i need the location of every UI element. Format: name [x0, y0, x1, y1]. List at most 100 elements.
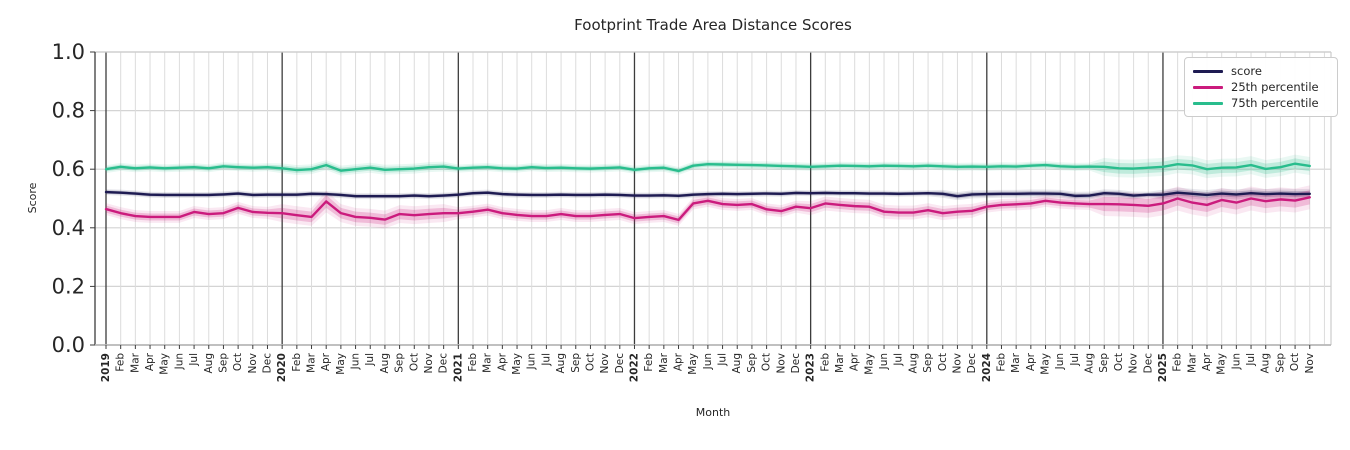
svg-text:Sep: Sep — [746, 353, 758, 373]
svg-text:Feb: Feb — [467, 353, 479, 372]
percentile25-line-swatch-icon — [1193, 85, 1223, 89]
svg-text:Jul: Jul — [188, 353, 200, 367]
svg-text:Nov: Nov — [423, 353, 435, 374]
x-axis-label: Month — [696, 406, 731, 419]
legend: score 25th percentile 75th percentile — [1184, 57, 1338, 117]
legend-item-25th-percentile: 25th percentile — [1193, 79, 1329, 95]
svg-text:Aug: Aug — [555, 353, 567, 374]
svg-text:May: May — [687, 353, 699, 375]
x-gridlines — [105, 52, 1325, 345]
svg-text:Sep: Sep — [1274, 353, 1286, 373]
svg-text:Apr: Apr — [1201, 352, 1213, 371]
svg-text:May: May — [863, 353, 875, 375]
svg-text:Aug: Aug — [907, 353, 919, 374]
svg-text:Feb: Feb — [115, 353, 127, 372]
svg-text:Feb: Feb — [995, 353, 1007, 372]
svg-text:Mar: Mar — [1186, 352, 1198, 372]
chart-title: Footprint Trade Area Distance Scores — [574, 16, 852, 34]
svg-text:Sep: Sep — [1098, 353, 1110, 373]
svg-text:0.6: 0.6 — [52, 157, 85, 181]
legend-item-75th-percentile: 75th percentile — [1193, 95, 1329, 111]
svg-text:Apr: Apr — [144, 352, 156, 371]
percentile75-line-swatch-icon — [1193, 101, 1223, 105]
svg-text:Nov: Nov — [1128, 353, 1140, 374]
svg-text:Oct: Oct — [761, 353, 773, 371]
svg-text:Apr: Apr — [320, 352, 332, 371]
svg-text:May: May — [511, 353, 523, 375]
svg-text:Jul: Jul — [717, 353, 729, 367]
svg-text:Aug: Aug — [379, 353, 391, 374]
svg-text:Mar: Mar — [834, 352, 846, 372]
svg-text:Apr: Apr — [849, 352, 861, 371]
svg-text:Dec: Dec — [966, 353, 978, 374]
svg-text:Feb: Feb — [643, 353, 655, 372]
svg-text:Oct: Oct — [1289, 353, 1301, 371]
series-line-25th-percentile — [104, 196, 1311, 222]
series-line-score — [104, 190, 1311, 198]
svg-text:Sep: Sep — [570, 353, 582, 373]
svg-text:0.2: 0.2 — [52, 274, 85, 298]
svg-text:0.0: 0.0 — [52, 333, 85, 357]
svg-text:Mar: Mar — [1010, 352, 1022, 372]
svg-text:Mar: Mar — [658, 352, 670, 372]
svg-text:1.0: 1.0 — [52, 40, 85, 64]
svg-text:Nov: Nov — [599, 353, 611, 374]
svg-text:Jun: Jun — [526, 353, 538, 370]
legend-label: 75th percentile — [1231, 96, 1319, 110]
svg-text:Dec: Dec — [790, 353, 802, 374]
series-band — [106, 158, 1310, 175]
svg-text:2020: 2020 — [276, 353, 288, 382]
y-tick-labels: 0.0 0.2 0.4 0.6 0.8 1.0 — [52, 40, 95, 357]
svg-text:Oct: Oct — [408, 353, 420, 371]
svg-text:0.4: 0.4 — [52, 216, 85, 240]
svg-text:Mar: Mar — [482, 352, 494, 372]
svg-text:Feb: Feb — [819, 353, 831, 372]
svg-text:Jun: Jun — [702, 353, 714, 370]
svg-text:2019: 2019 — [100, 353, 112, 382]
svg-text:Jun: Jun — [1054, 353, 1066, 370]
svg-text:Sep: Sep — [922, 353, 934, 373]
svg-text:Oct: Oct — [232, 353, 244, 371]
svg-text:Jun: Jun — [350, 353, 362, 370]
svg-text:Jul: Jul — [364, 353, 376, 367]
legend-item-score: score — [1193, 63, 1329, 79]
score-line-swatch-icon — [1193, 69, 1223, 73]
svg-text:Jun: Jun — [1230, 353, 1242, 370]
svg-text:Dec: Dec — [438, 353, 450, 374]
svg-text:May: May — [335, 353, 347, 375]
svg-text:Mar: Mar — [129, 352, 141, 372]
svg-text:Sep: Sep — [217, 353, 229, 373]
svg-text:Nov: Nov — [1304, 353, 1316, 374]
svg-text:May: May — [159, 353, 171, 375]
svg-text:0.8: 0.8 — [52, 99, 85, 123]
svg-text:Nov: Nov — [247, 353, 259, 374]
svg-text:Apr: Apr — [673, 352, 685, 371]
svg-text:Dec: Dec — [614, 353, 626, 374]
series-band — [106, 154, 1310, 179]
svg-text:2022: 2022 — [628, 353, 640, 382]
svg-text:Dec: Dec — [1142, 353, 1154, 374]
svg-text:2023: 2023 — [805, 353, 817, 382]
svg-text:Oct: Oct — [584, 353, 596, 371]
svg-text:2024: 2024 — [981, 353, 993, 382]
svg-text:May: May — [1216, 353, 1228, 375]
legend-label: 25th percentile — [1231, 80, 1319, 94]
svg-text:Feb: Feb — [1172, 353, 1184, 372]
svg-text:Mar: Mar — [306, 352, 318, 372]
svg-text:2021: 2021 — [452, 353, 464, 382]
x-tick-labels: 2019 Feb Mar Apr May Jun Jul Aug Sep Oct Nov Dec 202… — [100, 345, 1316, 382]
svg-text:Feb: Feb — [291, 353, 303, 372]
legend-label: score — [1231, 64, 1262, 78]
svg-text:Nov: Nov — [775, 353, 787, 374]
svg-text:Oct: Oct — [937, 353, 949, 371]
svg-text:Aug: Aug — [1260, 353, 1272, 374]
spines — [94, 51, 1332, 346]
svg-text:Aug: Aug — [203, 353, 215, 374]
series-band — [106, 185, 1310, 229]
svg-text:Jul: Jul — [893, 353, 905, 367]
svg-text:Nov: Nov — [951, 353, 963, 374]
svg-text:Aug: Aug — [731, 353, 743, 374]
svg-text:Aug: Aug — [1084, 353, 1096, 374]
